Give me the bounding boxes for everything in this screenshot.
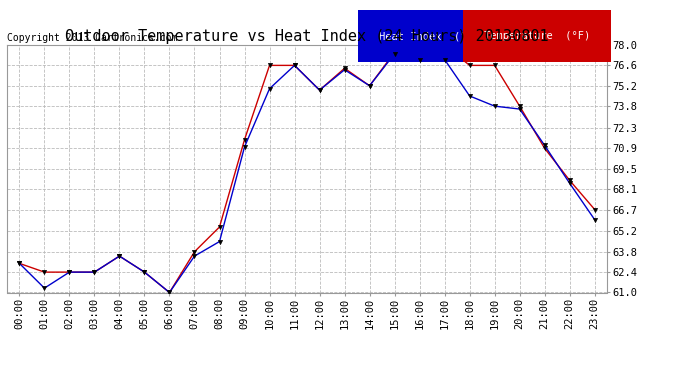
Title: Outdoor Temperature vs Heat Index (24 Hours) 20130801: Outdoor Temperature vs Heat Index (24 Ho… <box>66 29 549 44</box>
Text: Heat Index  (°F): Heat Index (°F) <box>379 31 479 41</box>
Text: Copyright 2013 Cartronics.com: Copyright 2013 Cartronics.com <box>7 33 177 42</box>
Text: Temperature  (°F): Temperature (°F) <box>484 31 591 41</box>
